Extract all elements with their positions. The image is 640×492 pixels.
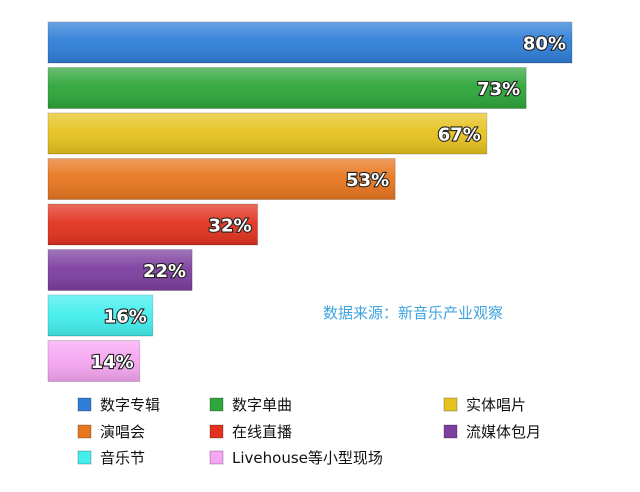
bar-sheen-4 (48, 158, 396, 200)
bar-value-label-2: 73% (477, 79, 520, 100)
bar-sheen-5 (48, 204, 258, 245)
bar-sheen-2 (48, 67, 527, 109)
legend-label-6: 流媒体包月 (466, 423, 541, 441)
legend-swatch-5 (209, 424, 224, 439)
bar-sheen-3 (48, 113, 487, 154)
bar-sheen-6 (48, 249, 193, 291)
legend-swatch-1 (77, 397, 92, 412)
bar-value-label-5: 32% (209, 216, 252, 237)
legend-swatch-4 (77, 424, 92, 439)
legend-label-2: 数字单曲 (232, 396, 292, 414)
bar-value-label-1: 80% (523, 34, 566, 55)
legend-swatch-7 (77, 450, 92, 465)
legend-swatch-3 (443, 397, 458, 412)
bar-sheen-8 (48, 340, 140, 382)
legend-label-7: 音乐节 (100, 449, 145, 467)
legend-swatch-8 (209, 450, 224, 465)
bar-value-label-3: 67% (438, 125, 481, 146)
legend-swatch-6 (443, 424, 458, 439)
bar-value-label-8: 14% (91, 352, 134, 373)
legend-label-4: 演唱会 (100, 423, 145, 441)
data-source-annotation: 数据来源：新音乐产业观察 (323, 304, 503, 322)
bar-sheen-1 (48, 22, 572, 63)
legend-label-8: Livehouse等小型现场 (232, 449, 383, 467)
legend-label-3: 实体唱片 (466, 396, 526, 414)
legend-swatch-2 (209, 397, 224, 412)
bar-value-label-7: 16% (104, 307, 147, 328)
value-labels-group: 80% 73% 67% 53% 32% 22% 16% 14% (90, 32, 568, 374)
legend-label-1: 数字专辑 (100, 396, 160, 414)
bar-value-label-6: 22% (143, 261, 186, 282)
bars-group (47, 21, 573, 382)
bar-value-label-4: 53% (346, 170, 389, 191)
bar-sheen-7 (48, 295, 153, 336)
legend-label-5: 在线直播 (232, 423, 292, 441)
